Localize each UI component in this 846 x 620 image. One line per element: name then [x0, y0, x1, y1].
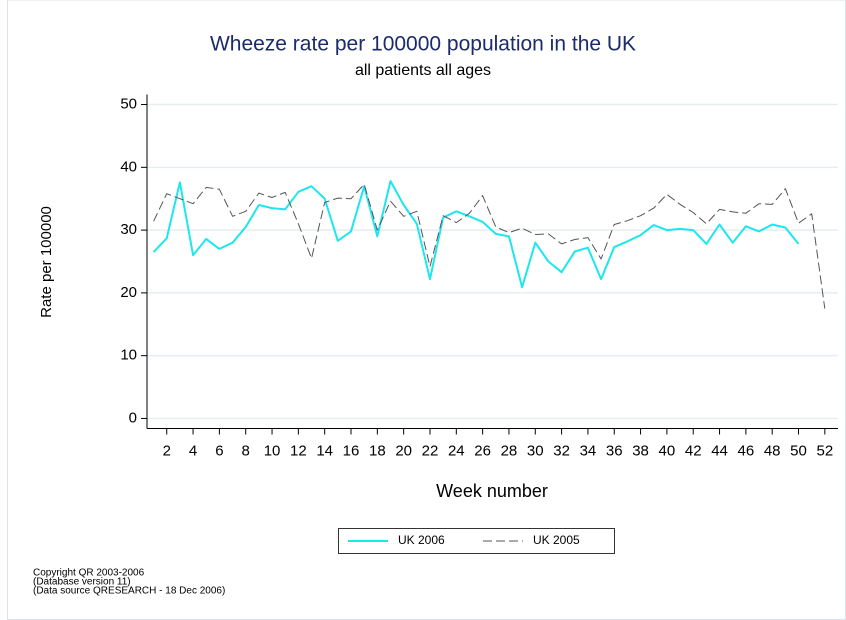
chart-title: Wheeze rate per 100000 population in the…	[210, 33, 636, 56]
x-tick-label: 22	[422, 442, 439, 459]
footnotes: Copyright QR 2003-2006(Database version …	[33, 568, 225, 597]
x-tick-label: 50	[790, 442, 807, 459]
y-tick-label: 0	[129, 409, 137, 426]
y-tick-label: 30	[120, 221, 137, 238]
x-tick-label: 8	[242, 442, 250, 459]
y-tick-label: 50	[120, 96, 137, 113]
series-line	[153, 183, 826, 309]
legend-label: UK 2006	[398, 533, 445, 547]
y-axis-label: Rate per 100000	[38, 206, 55, 318]
frame	[7, 0, 846, 620]
y-tick-label: 40	[120, 158, 137, 175]
chart-subtitle: all patients all ages	[355, 62, 491, 79]
y-tick-label: 20	[120, 284, 137, 301]
x-tick-label: 26	[474, 442, 491, 459]
x-tick-label: 16	[343, 442, 360, 459]
x-tick-label: 42	[685, 442, 702, 459]
x-tick-label: 52	[816, 442, 833, 459]
x-tick-label: 4	[189, 442, 197, 459]
x-tick-label: 20	[395, 442, 412, 459]
x-tick-label: 28	[501, 442, 518, 459]
x-axis-label: Week number	[436, 481, 548, 501]
x-tick-label: 12	[290, 442, 307, 459]
x-tick-label: 32	[553, 442, 570, 459]
x-tick-label: 24	[448, 442, 465, 459]
x-tick-label: 2	[163, 442, 171, 459]
footnote: Copyright QR 2003-2006	[33, 568, 145, 579]
x-tick-label: 10	[264, 442, 281, 459]
x-tick-label: 46	[738, 442, 755, 459]
x-tick-label: 18	[369, 442, 386, 459]
x-tick-label: 6	[215, 442, 223, 459]
x-tick-label: 48	[764, 442, 781, 459]
footnote: (Database version 11)	[33, 577, 131, 588]
x-tick-label: 36	[606, 442, 623, 459]
x-tick-label: 44	[711, 442, 728, 459]
x-tick-label: 14	[316, 442, 333, 459]
x-tick-label: 30	[527, 442, 544, 459]
x-tick-label: 34	[580, 442, 597, 459]
footnote: (Data source QRESEARCH - 18 Dec 2006)	[33, 586, 225, 597]
y-tick-label: 10	[120, 347, 137, 364]
x-tick-label: 40	[659, 442, 676, 459]
legend-label: UK 2005	[533, 533, 580, 547]
x-tick-label: 38	[632, 442, 649, 459]
series-line	[152, 180, 800, 289]
